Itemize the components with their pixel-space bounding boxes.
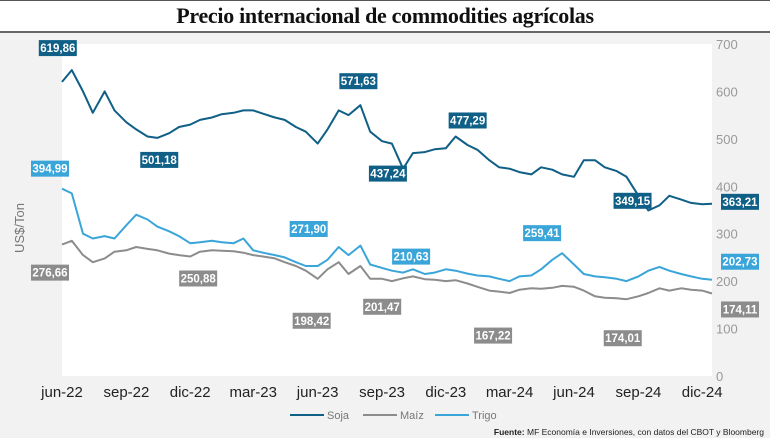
- legend-label: Maíz: [400, 410, 424, 422]
- source-note: Fuente: MF Economía e Inversiones, con d…: [494, 427, 764, 437]
- source-prefix: Fuente:: [493, 427, 525, 437]
- legend-label: Soja: [327, 410, 350, 422]
- title-bar: Precio internacional de commodities agrí…: [0, 0, 770, 33]
- data-label-text: 276,66: [32, 268, 67, 280]
- legend-item-trigo: Trigo: [435, 410, 497, 422]
- data-label-text: 477,29: [450, 115, 485, 127]
- data-label: 259,41: [523, 225, 562, 242]
- data-label: 349,15: [613, 192, 652, 209]
- data-label-text: 202,73: [722, 257, 757, 269]
- data-label-text: 250,88: [181, 273, 217, 285]
- chart-title: Precio internacional de commodities agrí…: [176, 3, 594, 28]
- data-label: 210,63: [392, 248, 431, 265]
- data-label-text: 271,90: [291, 224, 326, 236]
- data-label: 501,18: [140, 151, 179, 168]
- legend-item-maíz: Maíz: [363, 410, 424, 422]
- data-label: 619,86: [38, 40, 77, 57]
- y-tick-label: 400: [716, 179, 738, 194]
- y-tick-label: 300: [716, 227, 738, 242]
- y-tick-label: 600: [716, 84, 738, 99]
- data-label: 363,21: [721, 193, 759, 210]
- data-label: 167,22: [474, 327, 513, 344]
- plot-area: [62, 44, 712, 376]
- data-label: 201,47: [363, 298, 402, 315]
- x-tick-label: mar-24: [486, 384, 534, 401]
- data-label: 276,66: [31, 264, 69, 281]
- data-label-text: 167,22: [475, 331, 510, 343]
- x-tick-label: dic-24: [682, 384, 723, 401]
- data-label-text: 363,21: [722, 197, 758, 209]
- data-label-text: 437,24: [370, 169, 406, 181]
- data-label: 198,42: [292, 312, 331, 329]
- data-label: 394,99: [31, 160, 69, 177]
- x-tick-label: jun-24: [552, 384, 595, 401]
- data-label-text: 210,63: [394, 252, 429, 264]
- y-tick-label: 100: [716, 322, 738, 337]
- data-label: 250,88: [179, 270, 218, 287]
- series-line-maíz: [61, 239, 713, 301]
- data-label-text: 571,63: [341, 76, 376, 88]
- data-label: 174,11: [721, 301, 759, 318]
- data-label-text: 201,47: [365, 302, 400, 314]
- legend-label: Trigo: [472, 410, 497, 422]
- x-tick-label: jun-22: [40, 384, 83, 401]
- data-label-text: 619,86: [40, 43, 75, 55]
- x-tick-label: sep-22: [104, 384, 150, 401]
- data-label: 202,73: [721, 253, 759, 270]
- data-label-text: 174,11: [723, 304, 758, 316]
- data-label-text: 259,41: [525, 228, 561, 240]
- data-label-text: 394,99: [32, 164, 67, 176]
- y-tick-label: 200: [716, 274, 738, 289]
- legend-item-soja: Soja: [290, 410, 350, 422]
- source-text: MF Economía e Inversiones, con datos del…: [524, 427, 764, 437]
- data-label-text: 198,42: [294, 316, 329, 328]
- data-label: 437,24: [368, 165, 407, 182]
- series-line-trigo: [61, 187, 713, 283]
- data-label: 477,29: [448, 112, 487, 129]
- series-line-soja: [61, 69, 713, 212]
- y-tick-label: 0: [716, 369, 723, 384]
- data-label: 271,90: [289, 220, 328, 237]
- y-tick-label: 500: [716, 132, 738, 147]
- x-tick-label: dic-23: [425, 384, 466, 401]
- x-tick-label: jun-23: [296, 384, 339, 401]
- x-tick-label: dic-22: [170, 384, 211, 401]
- x-tick-label: sep-24: [616, 384, 662, 401]
- data-label-text: 501,18: [142, 155, 178, 167]
- data-label-text: 174,01: [605, 333, 641, 345]
- y-axis-label: US$/Ton: [12, 203, 27, 253]
- y-tick-label: 700: [716, 37, 738, 52]
- data-label-text: 349,15: [615, 196, 651, 208]
- x-tick-label: mar-23: [229, 384, 277, 401]
- data-label: 174,01: [603, 330, 642, 347]
- x-tick-label: sep-23: [359, 384, 405, 401]
- data-label: 571,63: [339, 73, 378, 90]
